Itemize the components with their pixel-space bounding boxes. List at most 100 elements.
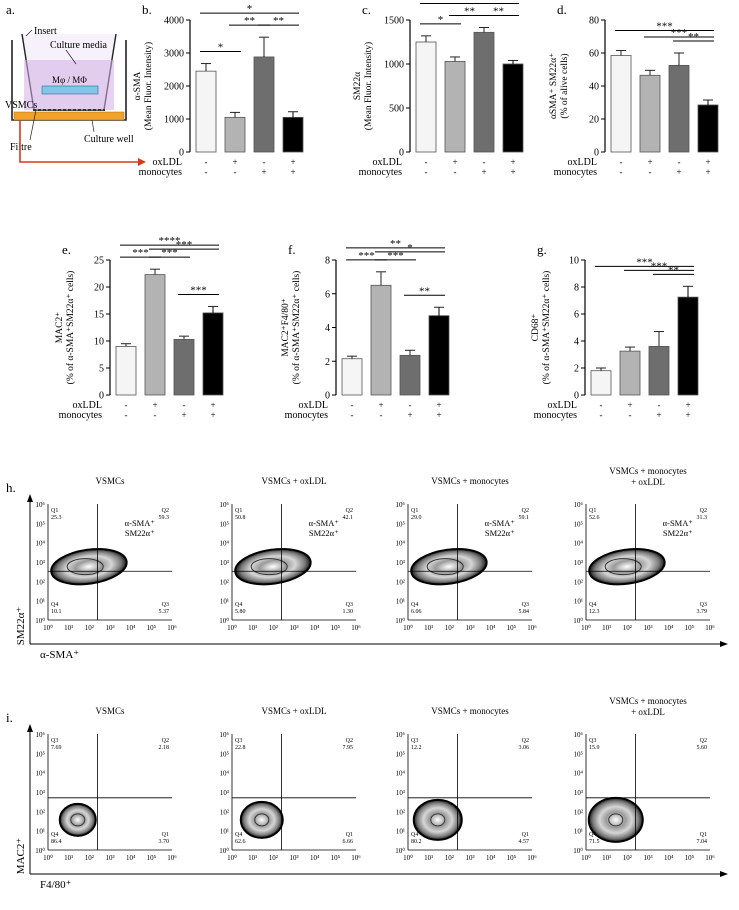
bar-chart-g: g. 0 2 4 6 8 10 CD68⁺(% of α-SMA⁺SM22α⁺ cells) -…	[531, 242, 699, 421]
y-tick-label: 80	[589, 16, 599, 27]
q-value: 3.06	[519, 745, 530, 751]
bar	[502, 63, 524, 153]
q-value: 4.57	[519, 839, 530, 845]
panel-a: a. Insert Culture media Mφ / MΦ VSMCs Cu…	[5, 2, 146, 166]
oxldl-sign: +	[436, 400, 441, 410]
contour-inner	[426, 558, 464, 576]
y-axis-label-line: MAC2⁺F4/80⁺	[281, 298, 291, 357]
y-tick-label: 6	[574, 310, 579, 321]
monocytes-sign: +	[210, 410, 215, 420]
x-tick-label: 10¹	[248, 624, 257, 632]
y-tick-label: 10³	[396, 559, 405, 567]
row-label-oxldl: oxLDL	[73, 400, 102, 411]
bar	[619, 350, 641, 396]
filtre-pointer	[29, 109, 37, 141]
y-tick-label: 10²	[36, 578, 45, 586]
monocytes-sign: -	[600, 410, 603, 420]
gate-label-line: α-SMA⁺	[663, 518, 694, 528]
x-tick-label: 10³	[289, 854, 298, 862]
contour-inner	[430, 813, 446, 827]
y-tick-label: 10⁶	[220, 501, 230, 509]
oxldl-sign: +	[232, 157, 237, 167]
sig-label: ***	[636, 256, 653, 268]
q-label: Q3	[51, 738, 58, 744]
y-tick-label: 10¹	[574, 598, 583, 606]
row-label-oxldl: oxLDL	[299, 400, 328, 411]
plot-title-line: VSMCs + oxLDL	[261, 706, 326, 716]
q-value: 7.69	[51, 745, 62, 751]
plot-title-line: VSMCs + monocytes	[609, 466, 687, 476]
row-label-monocytes: monocytes	[59, 410, 102, 421]
q-value: 62.6	[235, 839, 246, 845]
y-tick-label: 10⁵	[574, 750, 584, 758]
q-label: Q2	[346, 508, 353, 514]
bar	[370, 284, 392, 396]
row-label-monocytes: monocytes	[139, 167, 182, 178]
oxldl-sign: -	[425, 157, 428, 167]
y-axis-label-line: CD68⁺	[531, 314, 541, 342]
x-tick-label: 10³	[643, 624, 652, 632]
oxldl-sign: -	[600, 400, 603, 410]
q-value: 5.60	[697, 745, 708, 751]
contour-inner	[250, 558, 288, 576]
y-tick-label: 10²	[36, 808, 45, 816]
flow-section-i: i. VSMCs10⁰10⁰10¹10¹10²10²10³10³10⁴10⁴10⁵…	[6, 696, 728, 891]
y-tick-label: 0	[594, 148, 599, 159]
y-tick-label: 3000	[164, 49, 184, 60]
y-tick-label: 5	[99, 364, 104, 375]
q-label: Q2	[162, 738, 169, 744]
q-label: Q3	[162, 602, 169, 608]
monocytes-sign: +	[685, 410, 690, 420]
x-tick-label: 10¹	[64, 624, 73, 632]
y-tick-label: 60	[589, 49, 599, 60]
x-tick-label: 10²	[445, 624, 454, 632]
q-value: 50.8	[235, 515, 246, 521]
x-tick-label: 10²	[85, 624, 94, 632]
q-label: Q2	[162, 508, 169, 514]
plot-title-line: VSMCs + monocytes	[431, 476, 509, 486]
y-tick-label: 10⁰	[219, 847, 229, 855]
y-tick-label: 10¹	[36, 598, 45, 606]
y-axis-label-line: (Mean Fluor. Intensity)	[363, 42, 374, 130]
x-tick-label: 10³	[105, 854, 114, 862]
q-value: 59.1	[519, 515, 530, 521]
sig-label: **	[390, 238, 401, 250]
q-value: 15.9	[589, 745, 600, 751]
q-value: 12.2	[411, 745, 422, 751]
y-tick-label: 10	[94, 337, 104, 348]
plot-title-line: VSMCs	[95, 706, 125, 716]
monocytes-sign: -	[620, 167, 623, 177]
q-value: 31.3	[697, 515, 708, 521]
row-label-monocytes: monocytes	[534, 410, 577, 421]
y-tick-label: 0	[99, 391, 104, 402]
panel-a-letter: a.	[6, 2, 15, 17]
y-tick-label: 10⁰	[395, 617, 405, 625]
y-tick-label: 2	[574, 364, 579, 375]
contour-inner	[66, 558, 104, 576]
contour-population	[50, 547, 128, 586]
y-tick-label: 10³	[574, 789, 583, 797]
x-tick-label: 10¹	[602, 624, 611, 632]
y-tick-label: 10³	[36, 559, 45, 567]
x-tick-label: 10²	[85, 854, 94, 862]
x-tick-label: 10⁰	[581, 624, 591, 632]
y-axis-label-line: (% of α-SMA⁺SM22α⁺ cells)	[65, 271, 76, 385]
contour-inner	[608, 813, 624, 827]
x-tick-label: 10¹	[424, 624, 433, 632]
bar	[668, 64, 690, 153]
y-axis-label-line: (% of α-SMA⁺SM22α⁺ cells)	[541, 271, 552, 385]
label-culture-media: Culture media	[50, 40, 107, 51]
media-pointer	[65, 49, 77, 65]
y-tick-label: 10¹	[396, 828, 405, 836]
section-x-arrowhead	[720, 641, 728, 647]
row-label-oxldl: oxLDL	[373, 157, 402, 168]
y-tick-label: 10⁰	[573, 847, 583, 855]
oxldl-sign: +	[152, 400, 157, 410]
y-tick-label: 10⁰	[35, 617, 45, 625]
x-tick-label: 10⁴	[486, 624, 496, 632]
x-tick-label: 10⁵	[507, 624, 517, 632]
q-label: Q4	[411, 602, 418, 608]
